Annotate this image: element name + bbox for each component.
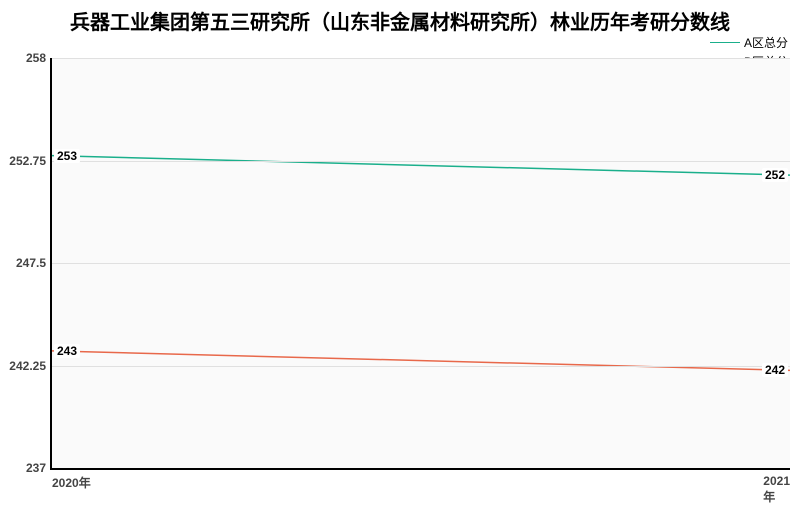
series-line-b: [52, 351, 790, 371]
data-label: 252: [762, 168, 788, 182]
legend-swatch-a: [710, 42, 740, 44]
grid-line: [52, 58, 790, 59]
grid-line: [52, 263, 790, 264]
grid-line: [52, 161, 790, 162]
x-tick-label: 2020年: [52, 474, 91, 491]
plot-area: 237242.25247.5252.752582020年2021年2532522…: [50, 58, 790, 470]
data-label: 253: [54, 149, 80, 163]
y-tick-label: 237: [26, 461, 46, 475]
x-tick-label: 2021年: [763, 474, 790, 505]
chart-container: 兵器工业集团第五三研究所（山东非金属材料研究所）林业历年考研分数线 A区总分 B…: [0, 0, 800, 500]
y-tick-label: 258: [26, 51, 46, 65]
series-line-a: [52, 156, 790, 176]
y-tick-label: 252.75: [9, 154, 46, 168]
y-tick-label: 247.5: [16, 256, 46, 270]
chart-title: 兵器工业集团第五三研究所（山东非金属材料研究所）林业历年考研分数线: [0, 6, 800, 35]
legend-label-a: A区总分: [744, 34, 788, 51]
data-label: 242: [762, 363, 788, 377]
legend-item-a: A区总分: [710, 34, 788, 51]
data-label: 243: [54, 344, 80, 358]
grid-line: [52, 366, 790, 367]
y-tick-label: 242.25: [9, 359, 46, 373]
